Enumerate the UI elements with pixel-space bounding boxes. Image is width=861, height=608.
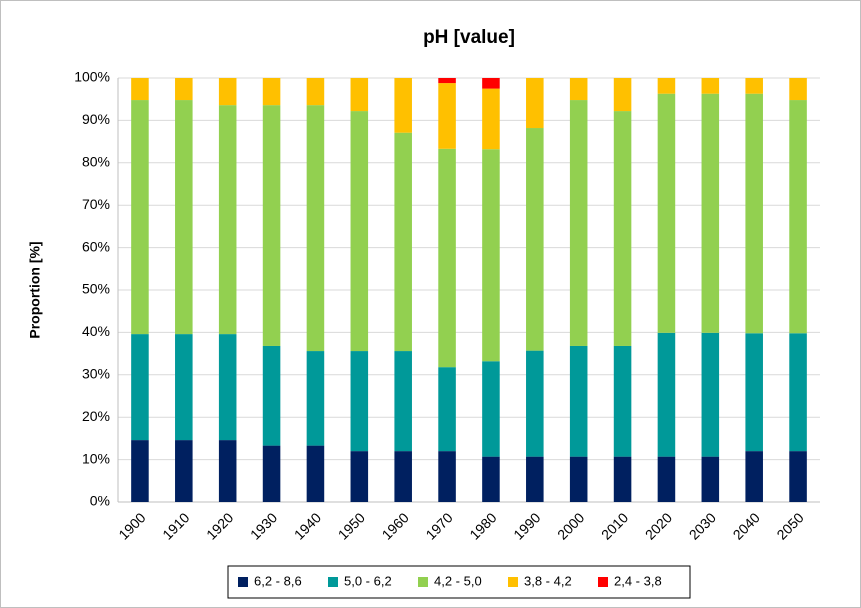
legend-swatch xyxy=(328,577,338,587)
bar-segment xyxy=(262,445,281,502)
bar-segment xyxy=(350,451,369,502)
bar-segment xyxy=(131,78,149,101)
bar-segment xyxy=(131,440,149,502)
bar-segment xyxy=(569,456,588,502)
chart-title: pH [value] xyxy=(423,27,515,48)
bar-segment xyxy=(613,78,632,112)
bar-segment xyxy=(394,132,412,352)
y-tick-label: 100% xyxy=(74,69,110,85)
bar-segment xyxy=(350,78,369,112)
bar-segment xyxy=(745,93,763,334)
y-tick-label: 90% xyxy=(82,111,110,127)
bar-segment xyxy=(526,456,544,502)
bar-segment xyxy=(438,367,456,452)
bar-segment xyxy=(306,105,325,352)
y-tick-label: 0% xyxy=(90,493,110,509)
bar-segment xyxy=(569,78,588,101)
bar-segment xyxy=(701,93,720,333)
bar-segment xyxy=(438,148,456,368)
bar-segment xyxy=(218,78,237,106)
bar-segment xyxy=(569,345,588,457)
bar-segment xyxy=(657,93,676,333)
bar-segment xyxy=(569,100,588,346)
legend-label: 6,2 - 8,6 xyxy=(254,573,302,588)
bar-segment xyxy=(218,440,237,502)
bar-segment xyxy=(789,78,807,101)
bar-segment xyxy=(306,78,325,106)
bar-segment xyxy=(745,451,763,502)
bar-segment xyxy=(745,333,763,452)
bar-segment xyxy=(657,332,676,457)
bar-segment xyxy=(262,105,281,346)
bar-segment xyxy=(745,78,763,94)
bar-segment xyxy=(306,351,325,446)
bar-segment xyxy=(131,334,149,441)
legend-label: 5,0 - 6,2 xyxy=(344,573,392,588)
bar-segment xyxy=(613,111,632,346)
y-axis-label: Proportion [%] xyxy=(27,241,43,338)
bar-segment xyxy=(218,105,237,335)
legend-box xyxy=(227,565,691,599)
legend-swatch xyxy=(508,577,518,587)
bar-segment xyxy=(613,345,632,457)
bar-segment xyxy=(306,445,325,502)
legend-swatch xyxy=(418,577,428,587)
y-tick-label: 40% xyxy=(82,323,110,339)
legend-label: 2,4 - 3,8 xyxy=(614,573,662,588)
bar-segment xyxy=(526,128,544,351)
legend-swatch xyxy=(598,577,608,587)
bar-segment xyxy=(350,351,369,452)
bar-segment xyxy=(613,456,632,502)
bar-segment xyxy=(701,456,720,502)
bar-segment xyxy=(394,351,412,452)
bar-segment xyxy=(438,451,456,502)
bar-segment xyxy=(175,78,193,101)
y-tick-label: 20% xyxy=(82,408,110,424)
bar-segment xyxy=(175,334,193,441)
bar-segment xyxy=(218,334,237,441)
bar-segment xyxy=(789,333,807,452)
bar-segment xyxy=(482,78,500,89)
y-tick-label: 60% xyxy=(82,238,110,254)
legend-swatch xyxy=(238,577,248,587)
bar-segment xyxy=(701,78,720,94)
bar-segment xyxy=(789,100,807,334)
bar-segment xyxy=(482,88,500,150)
bar-segment xyxy=(482,456,500,502)
bar-segment xyxy=(526,78,544,129)
bar-segment xyxy=(438,83,456,149)
bar-segment xyxy=(482,149,500,362)
bar-segment xyxy=(482,361,500,457)
bar-segment xyxy=(394,78,412,133)
y-tick-label: 30% xyxy=(82,366,110,382)
bar-segment xyxy=(657,78,676,94)
bar-segment xyxy=(789,451,807,502)
bar-segment xyxy=(526,350,544,457)
bar-segment xyxy=(657,456,676,502)
bar-segment xyxy=(262,345,281,446)
bar-segment xyxy=(350,111,369,352)
bar-segment xyxy=(131,100,149,335)
bar-segment xyxy=(394,451,412,502)
bar-segment xyxy=(701,332,720,457)
bar-segment xyxy=(438,78,456,84)
y-tick-label: 50% xyxy=(82,281,110,297)
legend-label: 3,8 - 4,2 xyxy=(524,573,572,588)
legend-label: 4,2 - 5,0 xyxy=(434,573,482,588)
y-tick-label: 80% xyxy=(82,154,110,170)
y-tick-label: 10% xyxy=(82,450,110,466)
bar-segment xyxy=(262,78,281,106)
bar-segment xyxy=(175,100,193,335)
bar-segment xyxy=(175,440,193,502)
y-tick-label: 70% xyxy=(82,196,110,212)
